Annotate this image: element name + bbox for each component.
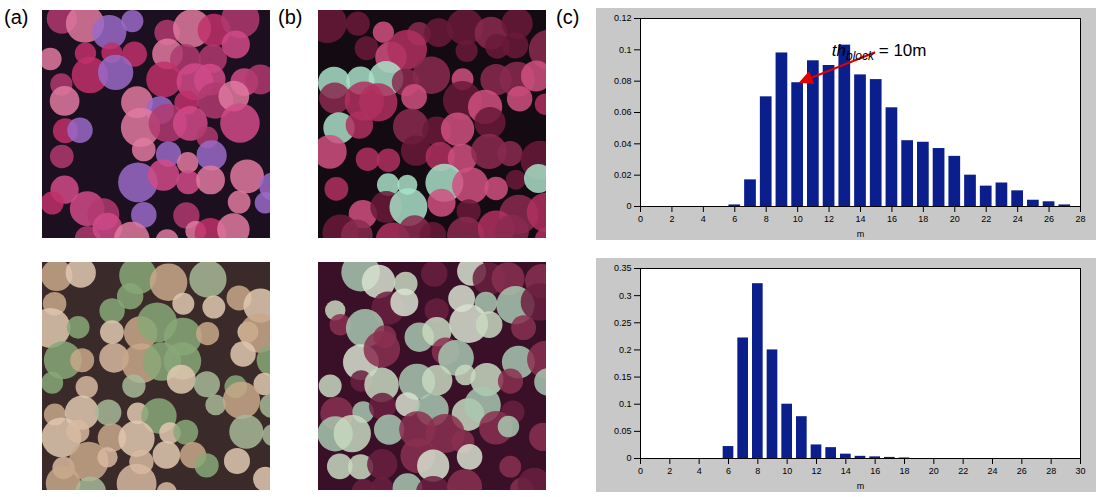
svg-text:16: 16 bbox=[870, 466, 880, 476]
html-text:(c): (c) bbox=[556, 6, 580, 28]
svg-text:24: 24 bbox=[987, 466, 997, 476]
svg-text:0: 0 bbox=[626, 453, 631, 463]
svg-text:16: 16 bbox=[887, 214, 897, 224]
svg-text:0: 0 bbox=[638, 214, 643, 224]
svg-text:22: 22 bbox=[981, 214, 991, 224]
svg-text:0.06: 0.06 bbox=[614, 107, 632, 117]
svg-text:8: 8 bbox=[764, 214, 769, 224]
svg-text:0.04: 0.04 bbox=[614, 139, 632, 149]
svg-text:0.35: 0.35 bbox=[614, 263, 632, 273]
svg-text:0.05: 0.05 bbox=[614, 426, 632, 436]
svg-text:0: 0 bbox=[626, 201, 631, 211]
svg-text:0.1: 0.1 bbox=[619, 399, 632, 409]
svg-text:0.3: 0.3 bbox=[619, 291, 632, 301]
svg-text:20: 20 bbox=[950, 214, 960, 224]
svg-text:0.1: 0.1 bbox=[619, 45, 632, 55]
svg-text:0.25: 0.25 bbox=[614, 318, 632, 328]
html-text:(b): (b) bbox=[278, 6, 303, 28]
svg-text:28: 28 bbox=[1046, 466, 1056, 476]
svg-text:0.08: 0.08 bbox=[614, 76, 632, 86]
svg-text:28: 28 bbox=[1075, 214, 1085, 224]
svg-text:26: 26 bbox=[1017, 466, 1027, 476]
svg-text:0: 0 bbox=[638, 466, 643, 476]
svg-text:26: 26 bbox=[1044, 214, 1054, 224]
svg-text:0.02: 0.02 bbox=[614, 170, 632, 180]
svg-text:10: 10 bbox=[793, 214, 803, 224]
svg-text:8: 8 bbox=[755, 466, 760, 476]
svg-text:30: 30 bbox=[1075, 466, 1085, 476]
svg-text:22: 22 bbox=[958, 466, 968, 476]
svg-text:4: 4 bbox=[697, 466, 702, 476]
svg-text:24: 24 bbox=[1013, 214, 1023, 224]
svg-text:14: 14 bbox=[855, 214, 865, 224]
svg-text:20: 20 bbox=[929, 466, 939, 476]
svg-text:0.15: 0.15 bbox=[614, 372, 632, 382]
svg-text:2: 2 bbox=[669, 214, 674, 224]
svg-text:10: 10 bbox=[782, 466, 792, 476]
svg-text:6: 6 bbox=[732, 214, 737, 224]
svg-text:2: 2 bbox=[667, 466, 672, 476]
svg-text:14: 14 bbox=[841, 466, 851, 476]
svg-text:thblock = 10m: thblock = 10m bbox=[832, 41, 927, 63]
html-text:(a): (a) bbox=[4, 6, 29, 28]
svg-text:0.2: 0.2 bbox=[619, 345, 632, 355]
svg-text:6: 6 bbox=[726, 466, 731, 476]
svg-text:m: m bbox=[857, 229, 865, 239]
svg-text:18: 18 bbox=[899, 466, 909, 476]
svg-text:12: 12 bbox=[824, 214, 834, 224]
svg-text:12: 12 bbox=[811, 466, 821, 476]
svg-text:0.12: 0.12 bbox=[614, 13, 632, 23]
svg-text:4: 4 bbox=[701, 214, 706, 224]
svg-text:m: m bbox=[857, 481, 865, 491]
svg-text:18: 18 bbox=[918, 214, 928, 224]
